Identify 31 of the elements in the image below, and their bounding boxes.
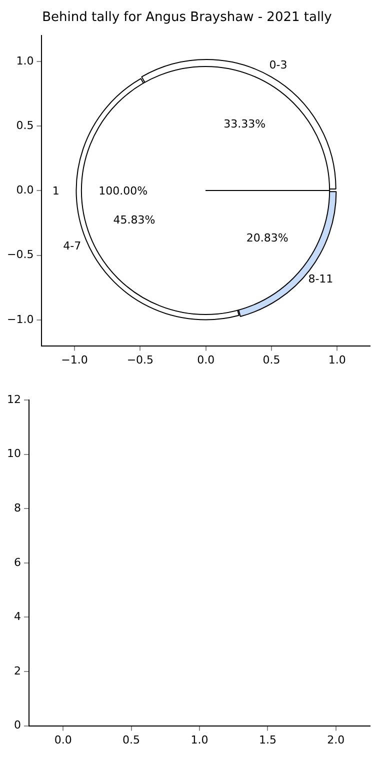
slice-label: 1 bbox=[52, 184, 60, 198]
y-tick-label: 10 bbox=[6, 447, 21, 460]
x-tick-label: 1.0 bbox=[190, 733, 208, 746]
x-tick-label: −0.5 bbox=[126, 353, 154, 366]
x-tick-label: 0.0 bbox=[54, 733, 72, 746]
y-tick-label: 0.5 bbox=[16, 118, 34, 132]
y-tick-label: −0.5 bbox=[6, 248, 34, 262]
x-tick-label: 0.0 bbox=[197, 353, 215, 366]
data-label: 100.00% bbox=[98, 184, 148, 198]
y-tick-label: 4 bbox=[14, 610, 21, 624]
y-tick-label: −1.0 bbox=[6, 312, 34, 326]
x-tick-label: 0.5 bbox=[122, 733, 140, 746]
data-label: 20.83% bbox=[246, 231, 288, 244]
x-tick-label: 1.5 bbox=[258, 733, 276, 746]
y-tick-label: 1.0 bbox=[16, 54, 34, 68]
x-tick-label: 0.5 bbox=[262, 353, 280, 366]
slice-label: 0-3 bbox=[269, 58, 288, 72]
y-tick-label: 6 bbox=[14, 556, 21, 569]
x-tick-label: 1.0 bbox=[328, 353, 346, 366]
y-tick-label: 0 bbox=[14, 718, 21, 732]
data-label: 33.33% bbox=[224, 117, 266, 130]
x-tick-label: 2.0 bbox=[327, 733, 345, 746]
chart-title: Behind tally for Angus Brayshaw - 2021 tally bbox=[42, 10, 332, 26]
y-tick-label: 8 bbox=[14, 501, 21, 514]
slice-label: 8-11 bbox=[308, 272, 334, 286]
y-tick-label: 0.0 bbox=[16, 184, 34, 197]
x-tick-label: −1.0 bbox=[61, 353, 88, 366]
data-label: 45.83% bbox=[113, 214, 156, 227]
y-tick-label: 12 bbox=[6, 392, 21, 406]
y-tick-label: 2 bbox=[14, 664, 21, 678]
slice-label: 4-7 bbox=[63, 240, 82, 253]
